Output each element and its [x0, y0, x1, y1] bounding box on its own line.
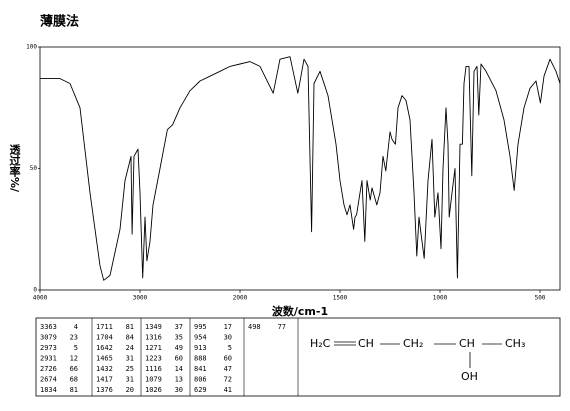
x-tick-label: 3000: [133, 295, 148, 302]
peak-wavenumber: 2674: [40, 376, 57, 384]
peak-wavenumber: 1465: [96, 355, 113, 363]
peak-transmittance: 20: [126, 386, 134, 394]
peak-transmittance: 17: [224, 323, 232, 331]
peak-wavenumber: 3079: [40, 334, 57, 342]
peak-wavenumber: 1704: [96, 334, 113, 342]
x-axis-label: 波数/cm-1: [272, 304, 328, 318]
peak-wavenumber: 3363: [40, 323, 57, 331]
peak-transmittance: 66: [70, 365, 78, 373]
y-axis-label: 透过率%/: [8, 144, 21, 193]
peak-transmittance: 25: [126, 365, 134, 373]
peak-transmittance: 35: [175, 334, 183, 342]
peak-wavenumber: 1079: [145, 376, 162, 384]
peak-wavenumber: 1417: [96, 376, 113, 384]
peak-transmittance: 31: [126, 355, 134, 363]
peak-transmittance: 81: [126, 323, 134, 331]
peak-transmittance: 72: [224, 376, 232, 384]
peak-transmittance: 60: [224, 355, 232, 363]
chart-title: 薄膜法: [40, 14, 79, 30]
peak-wavenumber: 1432: [96, 365, 113, 373]
structure-atom: CH₃: [505, 337, 525, 350]
peak-transmittance: 49: [175, 344, 183, 352]
peak-wavenumber: 913: [194, 344, 207, 352]
peak-transmittance: 13: [175, 376, 183, 384]
peak-transmittance: 37: [175, 323, 183, 331]
peak-transmittance: 23: [70, 334, 78, 342]
peak-transmittance: 5: [228, 344, 232, 352]
peak-wavenumber: 1834: [40, 386, 57, 394]
peak-wavenumber: 1116: [145, 365, 162, 373]
peak-transmittance: 24: [126, 344, 134, 352]
peak-wavenumber: 841: [194, 365, 207, 373]
peak-wavenumber: 1642: [96, 344, 113, 352]
peak-transmittance: 14: [175, 365, 183, 373]
peak-transmittance: 60: [175, 355, 183, 363]
peak-wavenumber: 888: [194, 355, 207, 363]
peak-wavenumber: 2973: [40, 344, 57, 352]
x-tick-label: 1000: [433, 295, 448, 302]
x-tick-label: 2000: [233, 295, 248, 302]
peak-transmittance: 68: [70, 376, 78, 384]
peak-wavenumber: 2726: [40, 365, 57, 373]
peak-transmittance: 31: [126, 376, 134, 384]
x-tick-label: 4000: [33, 295, 48, 302]
peak-wavenumber: 1349: [145, 323, 162, 331]
structure-atom: OH: [461, 370, 478, 383]
x-tick-label: 1500: [333, 295, 348, 302]
structure-atom: CH: [459, 337, 475, 350]
peak-wavenumber: 629: [194, 386, 207, 394]
peak-wavenumber: 1316: [145, 334, 162, 342]
spectrum-line: [40, 56, 561, 281]
peak-wavenumber: 1711: [96, 323, 113, 331]
structure-atom: CH₂: [403, 337, 423, 350]
peak-transmittance: 81: [70, 386, 78, 394]
peak-wavenumber: 1223: [145, 355, 162, 363]
structure-atom: CH: [358, 337, 374, 350]
y-tick-label: 50: [30, 165, 38, 172]
structure-atom: H₂C: [310, 337, 331, 350]
peak-wavenumber: 2931: [40, 355, 57, 363]
peak-transmittance: 77: [278, 323, 286, 331]
peak-wavenumber: 954: [194, 334, 207, 342]
peak-wavenumber: 995: [194, 323, 207, 331]
peak-transmittance: 30: [175, 386, 183, 394]
peak-wavenumber: 806: [194, 376, 207, 384]
peak-transmittance: 41: [224, 386, 232, 394]
peak-transmittance: 47: [224, 365, 232, 373]
peak-wavenumber: 1026: [145, 386, 162, 394]
peak-transmittance: 12: [70, 355, 78, 363]
peak-wavenumber: 1376: [96, 386, 113, 394]
peak-transmittance: 4: [74, 323, 78, 331]
peak-wavenumber: 498: [248, 323, 261, 331]
peak-transmittance: 84: [126, 334, 134, 342]
y-tick-label: 0: [33, 287, 37, 294]
y-tick-label: 100: [26, 44, 37, 51]
peak-transmittance: 30: [224, 334, 232, 342]
x-tick-label: 500: [535, 295, 546, 302]
peak-transmittance: 5: [74, 344, 78, 352]
peak-wavenumber: 1271: [145, 344, 162, 352]
